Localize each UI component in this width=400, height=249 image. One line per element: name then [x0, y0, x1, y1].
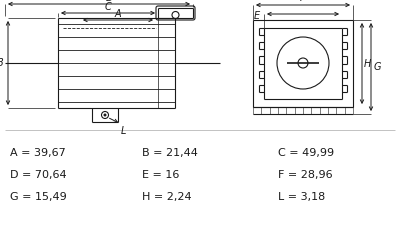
Text: G: G	[374, 62, 382, 72]
Text: B: B	[0, 58, 3, 68]
Text: F: F	[300, 0, 306, 3]
Text: L = 3,18: L = 3,18	[278, 192, 325, 202]
Text: A = 39,67: A = 39,67	[10, 148, 66, 158]
Text: H: H	[364, 59, 371, 68]
Text: G = 15,49: G = 15,49	[10, 192, 67, 202]
Text: D: D	[105, 0, 113, 3]
Text: B = 21,44: B = 21,44	[142, 148, 198, 158]
Text: E: E	[254, 11, 260, 21]
Text: F = 28,96: F = 28,96	[278, 170, 333, 180]
Text: A: A	[115, 9, 121, 19]
Text: E = 16: E = 16	[142, 170, 179, 180]
Text: L: L	[121, 126, 126, 136]
Text: C: C	[105, 2, 111, 12]
Text: H = 2,24: H = 2,24	[142, 192, 192, 202]
Circle shape	[104, 114, 106, 116]
Text: C = 49,99: C = 49,99	[278, 148, 334, 158]
Text: D = 70,64: D = 70,64	[10, 170, 67, 180]
